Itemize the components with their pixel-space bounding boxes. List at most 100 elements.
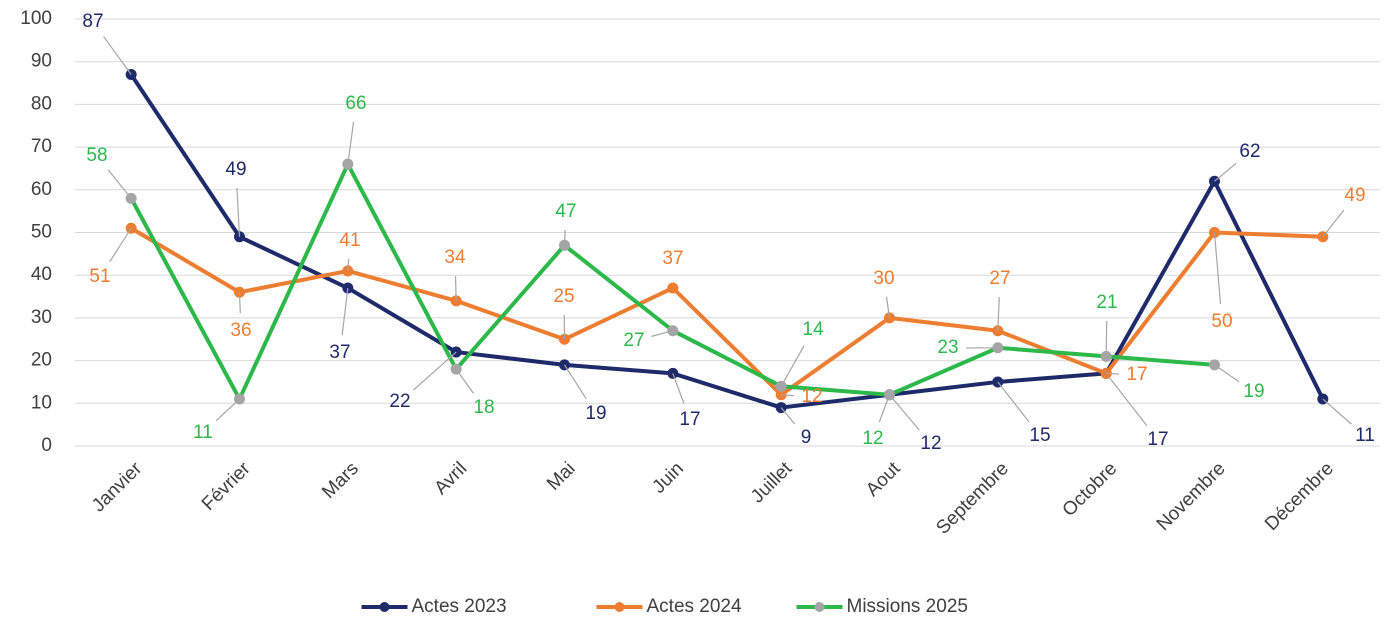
- legend-label: Actes 2024: [647, 596, 742, 617]
- x-tick-label: Octobre: [1059, 458, 1122, 521]
- leader-line: [347, 258, 350, 271]
- data-label: 49: [1344, 185, 1365, 206]
- data-label: 27: [989, 268, 1010, 289]
- data-label: 9: [801, 427, 812, 448]
- data-label: 66: [345, 93, 366, 114]
- data-label: 12: [920, 433, 941, 454]
- y-tick-label: 80: [31, 93, 52, 114]
- y-tick-label: 10: [31, 392, 52, 413]
- data-label: 19: [585, 403, 606, 424]
- y-tick-label: 40: [31, 264, 52, 285]
- leader-line: [107, 169, 132, 199]
- data-label: 37: [662, 248, 683, 269]
- data-label: 14: [802, 319, 824, 340]
- leader-line: [885, 296, 891, 318]
- leader-line: [454, 275, 457, 301]
- data-label: 11: [1355, 425, 1375, 446]
- leader-line: [1213, 232, 1222, 305]
- leader-line: [1322, 209, 1345, 238]
- series-line: [129, 162, 1215, 402]
- data-label: 27: [623, 330, 644, 351]
- leader-line: [236, 187, 241, 237]
- legend-marker: [614, 602, 625, 612]
- leader-line: [455, 368, 475, 394]
- data-label: 25: [553, 286, 574, 307]
- leader-line: [1105, 373, 1148, 427]
- x-tick-label: Novembre: [1153, 458, 1230, 535]
- leader-line: [1322, 398, 1352, 425]
- leader-line: [672, 373, 685, 404]
- leader-line: [1214, 162, 1237, 182]
- leader-line: [238, 292, 241, 314]
- data-label: 18: [473, 397, 494, 418]
- data-label: 12: [862, 428, 883, 449]
- data-label: 17: [1126, 364, 1147, 385]
- data-label: 49: [225, 159, 246, 180]
- leader-line: [103, 36, 132, 75]
- leader-line: [347, 121, 355, 165]
- data-label: 30: [873, 268, 894, 289]
- leader-line: [780, 407, 796, 425]
- data-label: 23: [937, 337, 958, 358]
- x-tick-label: Septembre: [932, 458, 1013, 539]
- y-tick-label: 50: [31, 222, 52, 243]
- data-label: 22: [389, 391, 410, 412]
- leader-line: [1214, 364, 1240, 383]
- series-line: [130, 226, 1323, 397]
- leader-line: [780, 345, 805, 387]
- series-line: [129, 73, 1325, 410]
- leader-line: [878, 394, 891, 423]
- leader-line: [1106, 372, 1120, 375]
- y-tick-label: 30: [31, 307, 52, 328]
- leader-line: [997, 296, 1000, 331]
- leader-line: [563, 364, 587, 400]
- data-label: 15: [1029, 425, 1050, 446]
- data-label: 62: [1239, 141, 1260, 162]
- data-label: 47: [555, 201, 576, 222]
- leader-line: [341, 287, 349, 336]
- leader-line: [651, 330, 673, 337]
- x-tick-label: Mars: [318, 458, 363, 503]
- leader-line: [563, 229, 566, 246]
- leader-line: [413, 351, 457, 391]
- y-tick-label: 20: [31, 350, 52, 371]
- data-label: 36: [230, 320, 251, 341]
- data-label: 51: [89, 266, 110, 287]
- data-label: 37: [329, 342, 350, 363]
- y-tick-label: 0: [41, 435, 52, 456]
- x-tick-label: Janvier: [88, 458, 147, 517]
- data-label: 50: [1211, 311, 1232, 332]
- y-tick-label: 100: [20, 8, 52, 29]
- y-tick-label: 60: [31, 179, 52, 200]
- x-tick-label: Février: [198, 458, 255, 515]
- leader-line: [889, 394, 920, 431]
- data-label: 11: [193, 422, 213, 443]
- data-label: 58: [86, 145, 107, 166]
- leader-line: [109, 227, 132, 263]
- data-label: 17: [1147, 429, 1168, 450]
- legend-marker: [379, 602, 390, 612]
- legend-label: Actes 2023: [412, 596, 507, 617]
- data-label: 87: [82, 11, 103, 32]
- data-label: 21: [1096, 292, 1117, 313]
- data-label: 12: [801, 386, 822, 407]
- x-tick-label: Décembre: [1261, 458, 1338, 535]
- data-label: 17: [679, 409, 700, 430]
- data-label: 19: [1243, 381, 1264, 402]
- y-tick-label: 70: [31, 136, 52, 157]
- leader-line: [215, 398, 240, 422]
- leader-line: [997, 381, 1030, 423]
- x-tick-label: Avril: [431, 458, 472, 499]
- x-tick-label: Mai: [543, 458, 580, 495]
- data-label: 34: [444, 247, 466, 268]
- x-tick-label: Juillet: [747, 458, 797, 508]
- leader-line: [1105, 320, 1108, 357]
- point: [667, 282, 679, 294]
- legend-label: Missions 2025: [847, 596, 968, 617]
- leader-line: [781, 394, 795, 397]
- legend-marker: [814, 602, 825, 612]
- x-tick-label: Juin: [648, 458, 687, 497]
- y-tick-label: 90: [31, 51, 52, 72]
- x-tick-label: Aout: [862, 458, 905, 501]
